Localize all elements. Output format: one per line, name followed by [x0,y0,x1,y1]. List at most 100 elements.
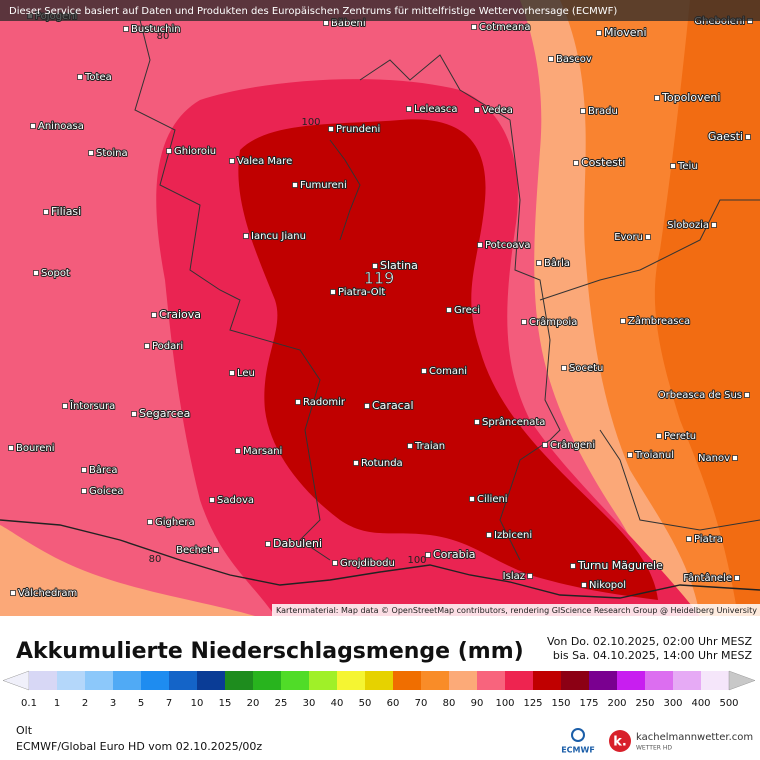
place-label: Turnu Măgurele [577,559,663,572]
place-marker [711,222,717,228]
place-label: Gaesti [708,130,743,143]
place-marker [474,419,480,425]
place-marker [353,460,359,466]
place-label: Bârla [544,257,570,269]
legend-swatch [561,671,589,690]
site-logo: k. kachelmannwetter.com WETTER HD [609,730,753,752]
legend-swatch [477,671,505,690]
place-marker [235,448,241,454]
site-sub: WETTER HD [636,745,672,752]
place-label: Segarcea [139,407,190,420]
place-label: Bradu [588,106,618,117]
place-marker [295,399,301,405]
place-label: Bârca [89,464,118,476]
place-label: Bascov [556,54,592,65]
place-label: Sopot [41,268,70,279]
legend-label: 7 [166,698,172,709]
place-marker [421,368,427,374]
legend-label: 1 [54,698,60,709]
place-label: Dabuleni [273,537,322,550]
legend: 0.1 1 2 3 5 7 10 15 20 25 30 40 50 60 70 80 90 100 125 150 1… [2,670,756,709]
region: Olt [16,724,33,737]
legend-swatch [645,671,673,690]
place-marker [732,455,738,461]
legend-label: 150 [551,698,570,709]
legend-label: 5 [138,698,144,709]
legend-label: 3 [110,698,116,709]
period-start: Von Do. 02.10.2025, 02:00 Uhr MESZ [547,635,753,648]
legend-swatch [197,671,225,690]
legend-label: 250 [635,698,654,709]
place-label: Caracal [372,399,414,412]
place-label: Traian [414,441,445,452]
place-label: Boureni [16,443,54,454]
place-label: Cilieni [477,494,508,505]
legend-swatch [225,671,253,690]
place-label: Islaz [503,571,525,582]
place-marker [536,260,542,266]
place-marker [654,95,660,101]
place-marker [10,590,16,596]
place-marker [332,560,338,566]
legend-label: 70 [415,698,428,709]
place-label: Leleasca [414,104,457,115]
place-label: Teiu [677,161,698,172]
title: Akkumulierte Niederschlagsmenge (mm) [16,639,524,664]
place-marker [627,452,633,458]
place-label: Zâmbreasca [628,315,690,327]
attribution: Kartenmaterial: Map data © OpenStreetMap… [276,606,757,615]
place-marker [166,148,172,154]
place-label: Vedea [482,105,513,116]
place-label: Corabia [433,548,475,561]
place-marker [151,312,157,318]
legend-label: 30 [303,698,316,709]
legend-swatch [421,671,449,690]
legend-label: 400 [691,698,710,709]
contour-label: 100 [407,555,426,566]
place-marker [123,26,129,32]
place-marker [43,209,49,215]
place-label: Slobozia [667,220,709,231]
ecmwf-icon [571,728,585,742]
max-label: 119 [364,269,395,288]
place-label: Mioveni [604,26,647,39]
notice: Dieser Service basiert auf Daten und Pro… [9,6,617,17]
place-label: Cotmeana [479,22,531,33]
legend-label: 80 [443,698,456,709]
place-marker [364,403,370,409]
place-marker [573,160,579,166]
place-marker [328,126,334,132]
place-label: Piatra [694,534,723,545]
border [134,19,331,561]
legend-swatch [57,671,85,690]
legend-swatch [253,671,281,690]
place-label: Comani [429,366,467,377]
legend-swatch [673,671,701,690]
place-label: Ghioroiu [174,146,216,157]
place-label: Întorsura [69,399,115,412]
place-marker [372,263,378,269]
site-icon [609,730,631,752]
legend-label: 125 [523,698,542,709]
legend-label: 60 [387,698,400,709]
place-marker [425,552,431,558]
legend-label: 0.1 [21,698,37,709]
legend-label: 20 [247,698,260,709]
place-marker [469,496,475,502]
place-marker [229,370,235,376]
place-label: Potcoava [485,240,531,251]
place-marker [745,134,751,140]
notice-bar [0,0,760,21]
source: ECMWF/Global Euro HD vom 02.10.2025/00z [16,740,262,753]
place-label: Vâlchedram [18,587,77,599]
place-marker [323,20,329,26]
legend-swatch [701,671,729,690]
legend-label: 50 [359,698,372,709]
place-marker [474,107,480,113]
place-label: Troianul [634,450,674,461]
place-marker [561,365,567,371]
legend-end-low [2,670,30,691]
place-marker [407,443,413,449]
legend-label: 10 [191,698,204,709]
legend-label: 300 [663,698,682,709]
